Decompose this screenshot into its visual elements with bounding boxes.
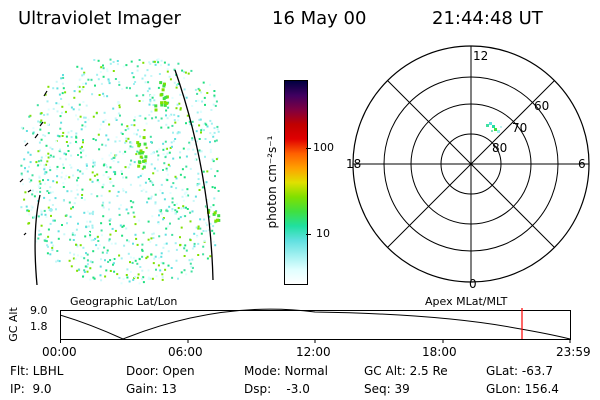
timeline-xtick-1800: 18:00 (422, 345, 457, 359)
colorbar-tick-100 (306, 148, 311, 149)
limb-curve (34, 194, 41, 286)
status-dsp: Dsp: -3.0 (244, 382, 310, 396)
lat-label-70: 70 (512, 121, 527, 135)
timeline-xtick-1200: 12:00 (296, 345, 331, 359)
mlt-label-12: 12 (473, 49, 488, 63)
status-mode: Mode: Normal (244, 364, 328, 378)
status-filter: Flt: LBHL (10, 364, 64, 378)
polar-auroral-spot (486, 122, 502, 133)
altitude-curve (60, 308, 571, 340)
colorbar-tick-10 (306, 234, 311, 235)
timeline-ytick-high: 9.0 (30, 304, 48, 317)
lat-label-60: 60 (534, 99, 549, 113)
timeline-ticks (60, 339, 571, 343)
date-label: 16 May 00 (272, 8, 367, 29)
terminator-curve (174, 69, 214, 281)
timeline-xtick-0000: 00:00 (42, 345, 77, 359)
timeline-axis-title: GC Alt (6, 307, 20, 342)
colorbar (284, 80, 308, 285)
colorbar-tick-label-10: 10 (316, 227, 330, 240)
status-glat: GLat: -63.7 (486, 364, 553, 378)
timeline-right-label: Apex MLat/MLT (425, 295, 508, 308)
status-seq: Seq: 39 (364, 382, 410, 396)
polar-mlt-plot: 12 0 18 6 60 70 80 (346, 45, 590, 291)
uv-emission-speckle (20, 58, 221, 285)
colorbar-units-label: photon cm⁻²s⁻¹ (265, 135, 279, 229)
polar-axis-diagonal-2 (387, 80, 555, 248)
timeline-ytick-low: 1.8 (30, 320, 48, 333)
time-label: 21:44:48 UT (432, 8, 543, 29)
mlt-label-6: 6 (578, 157, 586, 171)
uv-image-panel (19, 58, 221, 286)
timeline-left-label: Geographic Lat/Lon (70, 295, 178, 308)
status-gc-alt: GC Alt: 2.5 Re (364, 364, 448, 378)
timeline-frame (60, 310, 571, 340)
status-gain: Gain: 13 (126, 382, 177, 396)
mlt-label-18: 18 (346, 157, 361, 171)
coastline-ticks (19, 90, 48, 236)
timeline-xtick-0600: 06:00 (168, 345, 203, 359)
colorbar-tick-label-100: 100 (313, 141, 334, 154)
timeline-xtick-2359: 23:59 (556, 345, 591, 359)
mlt-label-0: 0 (469, 277, 477, 291)
instrument-title: Ultraviolet Imager (18, 8, 181, 29)
status-glon: GLon: 156.4 (486, 382, 559, 396)
altitude-timeline (60, 308, 571, 343)
lat-label-80: 80 (492, 141, 507, 155)
status-door: Door: Open (126, 364, 195, 378)
status-ip: IP: 9.0 (10, 382, 52, 396)
